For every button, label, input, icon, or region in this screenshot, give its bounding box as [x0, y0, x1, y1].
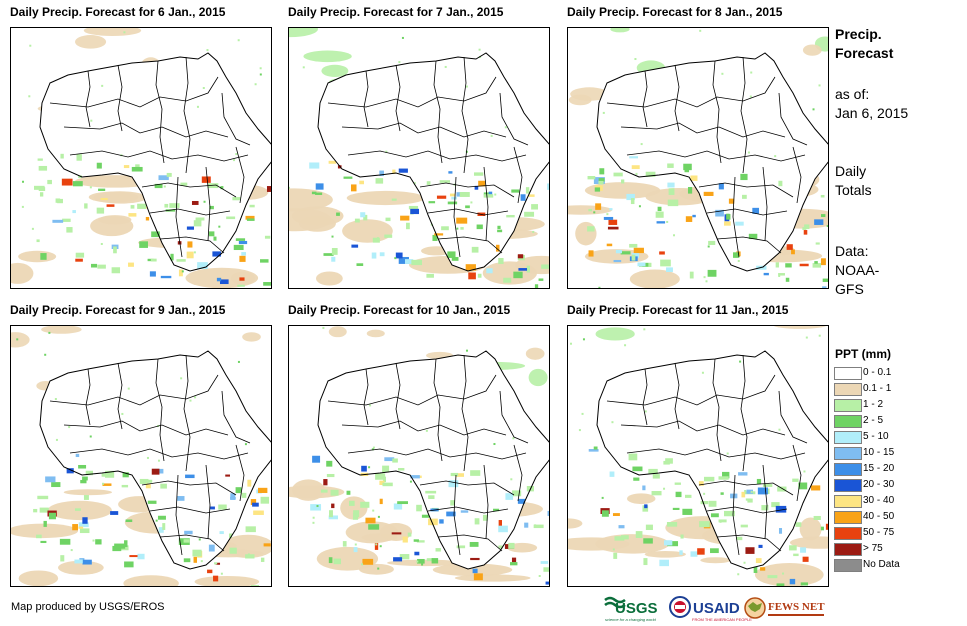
legend-label: 5 - 10 [863, 431, 889, 442]
legend-swatch [834, 463, 862, 476]
totals-line-1: Daily [835, 163, 867, 179]
legend-swatch [834, 495, 862, 508]
partner-logos: USGS science for a changing world USAID … [604, 596, 825, 622]
legend-swatch [834, 511, 862, 524]
heading-line-1: Precip. [835, 26, 882, 42]
legend-label: 2 - 5 [863, 415, 884, 426]
usgs-logo: USGS science for a changing world [604, 596, 658, 622]
panel-title-2: Daily Precip. Forecast for 7 Jan., 2015 [288, 5, 504, 19]
asof-value: Jan 6, 2015 [835, 105, 909, 121]
legend-label: 15 - 20 [863, 463, 895, 474]
data-source-line-3: GFS [835, 281, 864, 297]
svg-text:FROM THE AMERICAN PEOPLE: FROM THE AMERICAN PEOPLE [692, 617, 752, 622]
legend-label: 20 - 30 [863, 479, 895, 490]
precip-map-1 [10, 27, 272, 289]
sidebar-heading: Precip. Forecast [835, 25, 893, 63]
totals-note: Daily Totals [835, 162, 872, 200]
legend-swatch [834, 399, 862, 412]
legend-label: > 75 [863, 543, 883, 554]
precip-map-2 [288, 27, 550, 289]
panel-title-5: Daily Precip. Forecast for 10 Jan., 2015 [288, 303, 511, 317]
legend-label: 1 - 2 [863, 399, 884, 410]
legend-swatch [834, 415, 862, 428]
legend-swatch [834, 447, 862, 460]
legend-swatch [834, 527, 862, 540]
precip-map-5 [288, 325, 550, 587]
fews-net-logo: FEWS NET [744, 597, 825, 619]
legend-swatch [834, 431, 862, 444]
usaid-logo: USAID FROM THE AMERICAN PEOPLE [669, 596, 752, 622]
legend-swatch [834, 543, 862, 556]
svg-text:USGS: USGS [615, 600, 658, 617]
legend-swatch [834, 367, 862, 380]
legend-title: PPT (mm) [835, 347, 892, 361]
map-credit: Map produced by USGS/EROS [11, 601, 165, 613]
panel-title-4: Daily Precip. Forecast for 9 Jan., 2015 [10, 303, 226, 317]
legend-label: 0 - 0.1 [863, 367, 892, 378]
legend-label: 40 - 50 [863, 511, 895, 522]
data-source-line-2: NOAA- [835, 262, 880, 278]
legend-label: 50 - 75 [863, 527, 895, 538]
legend-swatch [834, 479, 862, 492]
panel-title-3: Daily Precip. Forecast for 8 Jan., 2015 [567, 5, 783, 19]
legend-label: 30 - 40 [863, 495, 895, 506]
svg-text:FEWS NET: FEWS NET [768, 601, 825, 613]
data-source-label: Data: [835, 243, 869, 259]
svg-text:USAID: USAID [693, 600, 740, 617]
legend-swatch [834, 383, 862, 396]
panel-title-6: Daily Precip. Forecast for 11 Jan., 2015 [567, 303, 789, 317]
heading-line-2: Forecast [835, 45, 894, 61]
svg-text:science for a changing world: science for a changing world [605, 617, 656, 622]
precip-map-6 [567, 325, 829, 587]
totals-line-2: Totals [835, 182, 872, 198]
data-source: Data: NOAA- GFS [835, 242, 879, 299]
precip-map-3 [567, 27, 829, 289]
panel-title-1: Daily Precip. Forecast for 6 Jan., 2015 [10, 5, 226, 19]
as-of-date: as of: Jan 6, 2015 [835, 85, 908, 123]
legend-label: 10 - 15 [863, 447, 895, 458]
legend-label: No Data [863, 559, 900, 570]
precip-map-4 [10, 325, 272, 587]
legend-swatch [834, 559, 862, 572]
legend-label: 0.1 - 1 [863, 383, 892, 394]
asof-label: as of: [835, 86, 870, 102]
